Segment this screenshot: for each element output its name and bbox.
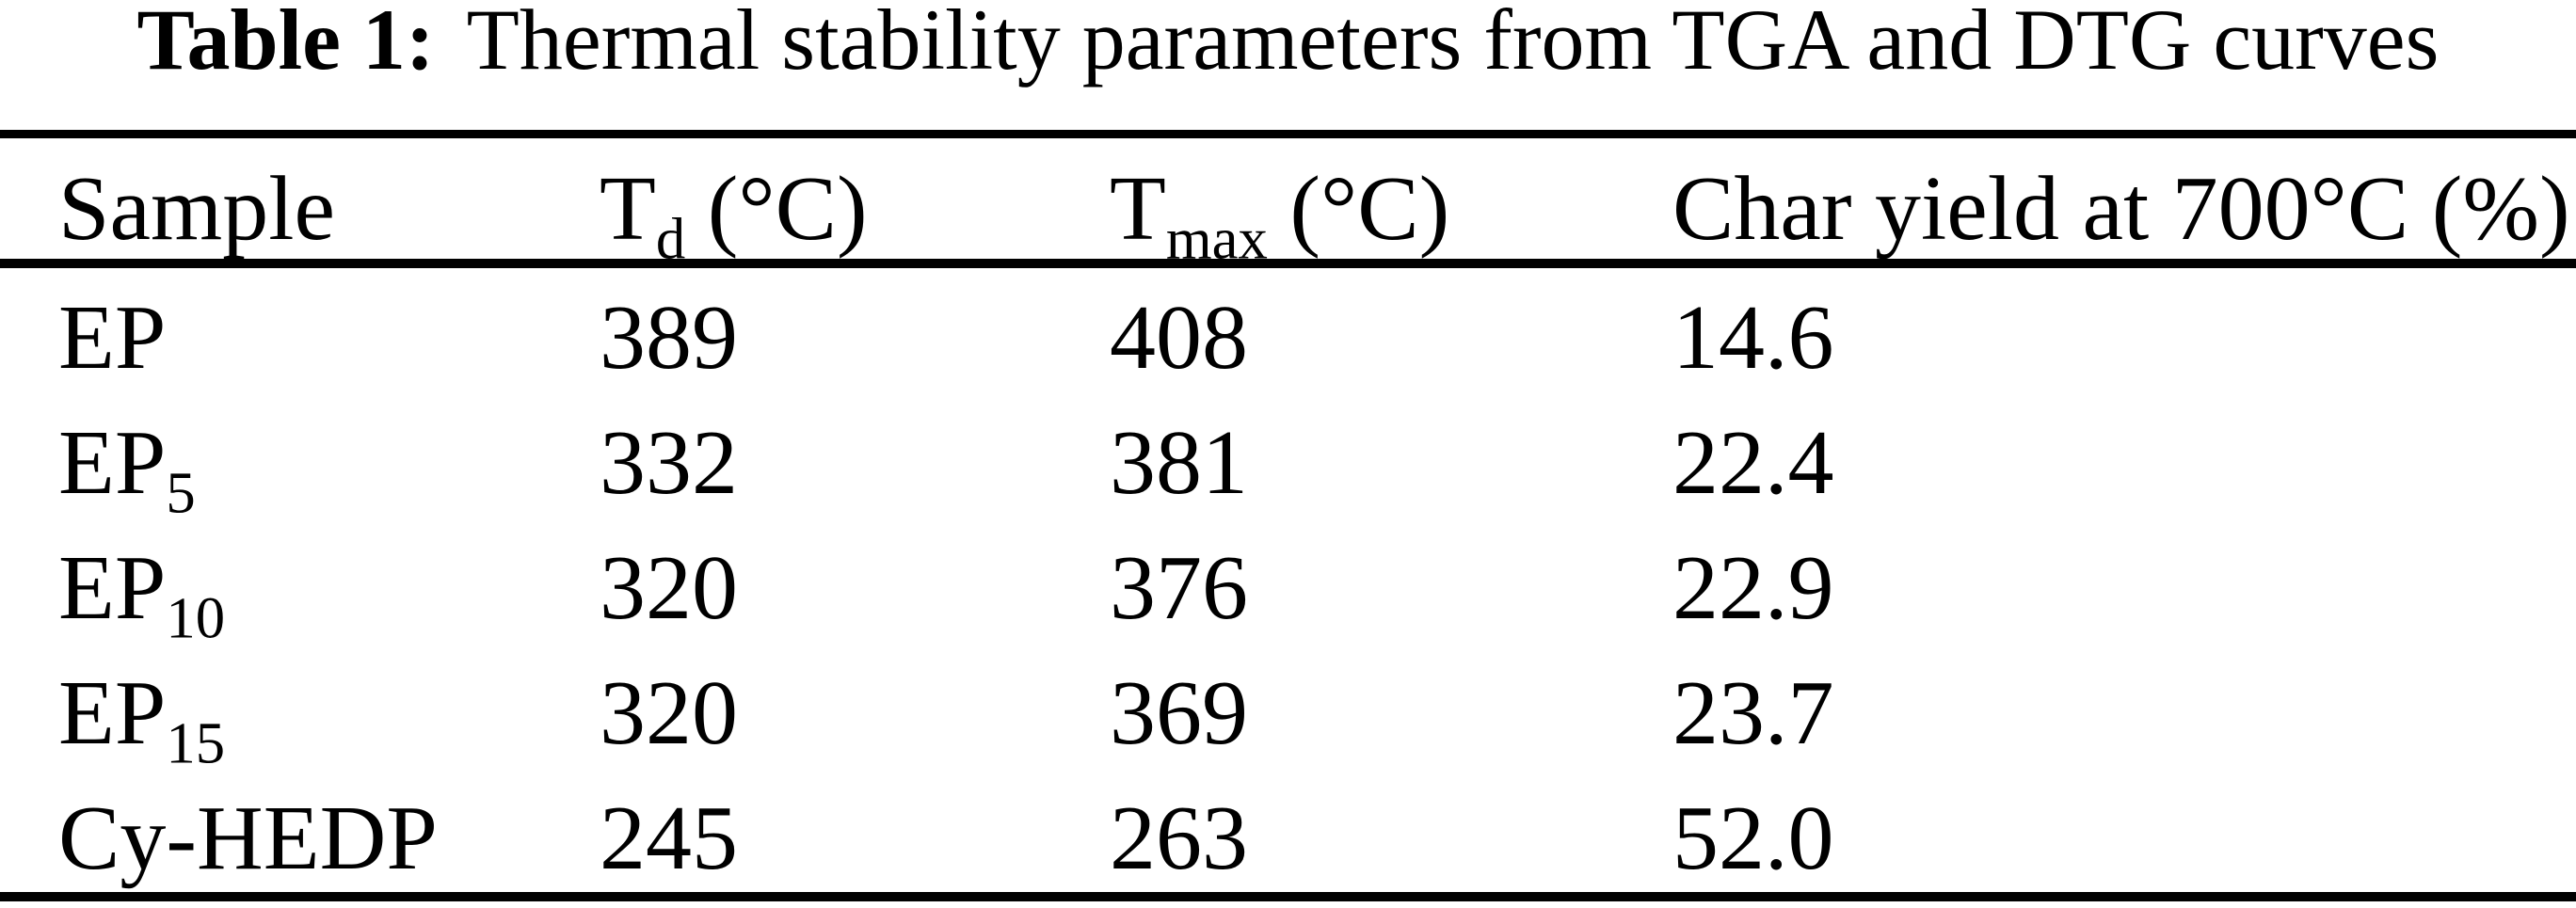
- table-cell-tmax: 263: [1110, 788, 1248, 889]
- table-caption-text: Thermal stability parameters from TGA an…: [466, 0, 2440, 88]
- table-header-rule: [0, 259, 2576, 268]
- col-header-tmax: Tmax (°C): [1110, 163, 1672, 268]
- table-cell-char-yield: 22.4: [1672, 412, 1834, 514]
- table-cell-tmax: 369: [1110, 662, 1248, 764]
- col-header-tmax-subscript: max: [1165, 205, 1268, 272]
- table-cell-char-yield: 22.9: [1672, 537, 1834, 639]
- table-cell-sample: EP: [58, 292, 600, 417]
- sample-label: Cy-HEDP: [58, 788, 438, 889]
- table-cell-sample: EP15: [58, 667, 600, 792]
- table-cell-char-yield: 14.6: [1672, 287, 1834, 389]
- sample-label: EP: [58, 287, 167, 389]
- col-header-td-subscript: d: [655, 205, 686, 272]
- col-header-sample: Sample: [58, 158, 335, 260]
- col-header-char-yield: Char yield at 700°C (%): [1672, 158, 2570, 260]
- table-bottom-rule: [0, 892, 2576, 901]
- table-cell-td: 389: [600, 287, 738, 389]
- table-cell-td: 320: [600, 537, 738, 639]
- table-cell-sample: EP5: [58, 417, 600, 542]
- table-caption-number: Table 1:: [136, 0, 435, 88]
- table-caption: Table 1: Thermal stability parameters fro…: [0, 0, 2576, 83]
- table-cell-tmax: 376: [1110, 537, 1248, 639]
- sample-subscript: 5: [166, 459, 196, 526]
- col-header-tmax-symbol: T: [1110, 158, 1166, 260]
- sample-subscript: 10: [166, 584, 226, 651]
- table-cell-sample: EP10: [58, 542, 600, 667]
- sample-subscript: 15: [166, 709, 226, 776]
- table-cell-td: 245: [600, 788, 738, 889]
- table-cell-td: 320: [600, 662, 738, 764]
- table-cell-td: 332: [600, 412, 738, 514]
- table-body: EP 389 408 14.6 EP5 332 381 22.4 EP10 32…: [58, 292, 2576, 908]
- col-header-td-unit: (°C): [707, 158, 868, 260]
- table-top-rule: [0, 130, 2576, 138]
- table-cell-char-yield: 52.0: [1672, 788, 1834, 889]
- table-header-row: Sample Td (°C) Tmax (°C) Char yield at 700…: [58, 158, 2576, 268]
- col-header-td-symbol: T: [600, 158, 656, 260]
- sample-label: EP: [58, 412, 167, 514]
- table-cell-char-yield: 23.7: [1672, 662, 1834, 764]
- table-cell-tmax: 408: [1110, 287, 1248, 389]
- sample-label: EP: [58, 537, 167, 639]
- table-cell-tmax: 381: [1110, 412, 1248, 514]
- col-header-td: Td (°C): [600, 163, 1110, 268]
- table-cell-sample: Cy-HEDP: [58, 792, 600, 908]
- col-header-tmax-unit: (°C): [1289, 158, 1450, 260]
- sample-label: EP: [58, 662, 167, 764]
